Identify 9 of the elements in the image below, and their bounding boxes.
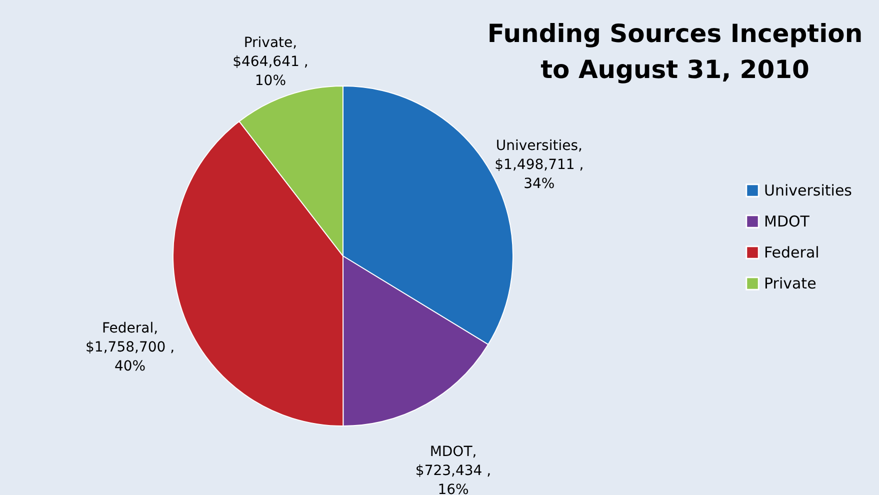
data-label: Universities, $1,498,711 , 34%	[494, 138, 584, 192]
data-label: MDOT, $723,434 , 16%	[415, 444, 492, 495]
data-label: Federal, $1,758,700 , 40%	[86, 320, 175, 375]
legend-label: Federal	[764, 244, 820, 262]
data-label: Private, $464,641 , 10%	[232, 35, 308, 90]
legend-label: Private	[764, 274, 816, 292]
legend-label: MDOT	[764, 212, 810, 230]
legend-label: Universities	[764, 182, 852, 200]
chart-title: Funding Sources Inception to August 31, 2010	[487, 19, 863, 84]
